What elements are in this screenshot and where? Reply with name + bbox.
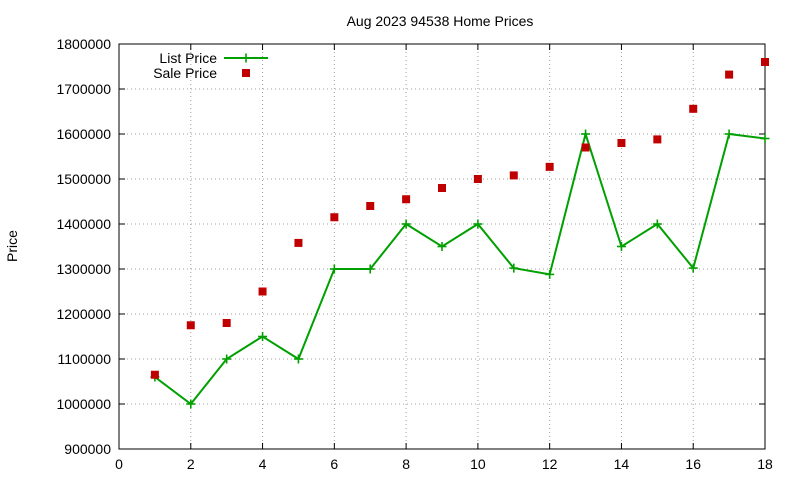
y-tick-label: 1600000 [56, 126, 111, 142]
sale-price-point [761, 58, 769, 66]
list-price-point [581, 129, 591, 139]
list-price-point [365, 264, 375, 274]
sale-price-point [258, 287, 267, 296]
chart-title: Aug 2023 94538 Home Prices [347, 13, 534, 29]
series [150, 58, 770, 409]
sale-price-point [150, 370, 159, 379]
legend-marker-sale-price [242, 69, 250, 77]
y-tick-label: 1300000 [56, 261, 111, 277]
list-price-point [401, 219, 411, 229]
list-price-point [293, 354, 303, 364]
x-tick-label: 14 [614, 456, 630, 472]
y-tick-label: 1400000 [56, 216, 111, 232]
list-price-point [616, 242, 626, 251]
x-tick-label: 6 [330, 456, 338, 472]
list-price-series [150, 129, 770, 409]
sale-price-series [150, 58, 769, 379]
sale-price-point [617, 139, 626, 147]
x-tick-label: 10 [470, 456, 486, 472]
sale-price-point [473, 175, 482, 183]
y-tick-label: 1200000 [56, 306, 111, 322]
y-tick-label: 1700000 [56, 81, 111, 97]
list-price-point [258, 332, 268, 341]
y-tick-label: 1800000 [56, 36, 111, 52]
x-tick-label: 16 [685, 456, 701, 472]
sale-price-point [581, 143, 590, 152]
legend-label-list-price: List Price [159, 50, 217, 66]
x-tick-label: 12 [542, 456, 558, 472]
y-tick-label: 1000000 [56, 396, 111, 412]
x-tick-label: 2 [187, 456, 195, 472]
list-price-point [329, 264, 339, 274]
sale-price-point [725, 70, 734, 79]
list-price-point [473, 219, 483, 229]
list-price-line [154, 130, 766, 406]
sale-price-point [438, 184, 446, 192]
list-price-point [222, 354, 232, 364]
y-tick-label: 1500000 [56, 171, 111, 187]
sale-price-point [294, 238, 303, 247]
axes: 900000 1000000 1100000 1200000 1300000 140000… [56, 36, 773, 472]
sale-price-point [689, 104, 698, 113]
sale-price-point [366, 202, 375, 210]
legend-marker-list-price [241, 53, 251, 63]
list-price-point [509, 263, 519, 273]
y-axis-label: Price [4, 230, 20, 262]
x-tick-label: 8 [402, 456, 410, 472]
list-price-point [652, 219, 662, 229]
list-price-point [437, 242, 447, 251]
list-price-point [545, 269, 555, 279]
list-price-point [688, 263, 698, 273]
list-price-point [760, 134, 770, 143]
sale-price-point [330, 213, 339, 222]
sale-price-point [653, 135, 662, 144]
x-tick-label: 4 [259, 456, 267, 472]
y-tick-label: 900000 [64, 441, 111, 457]
plot-frame [118, 43, 766, 450]
x-tick-label: 0 [115, 456, 123, 472]
sale-price-point [545, 162, 554, 171]
sale-price-point [402, 195, 411, 204]
sale-price-point [222, 319, 231, 327]
sale-price-point [186, 321, 195, 330]
legend-label-sale-price: Sale Price [153, 65, 217, 81]
list-price-point [724, 129, 734, 139]
sale-price-point [509, 171, 518, 180]
x-tick-label: 18 [757, 456, 773, 472]
y-tick-label: 1100000 [58, 351, 112, 367]
list-price-point [186, 399, 196, 409]
